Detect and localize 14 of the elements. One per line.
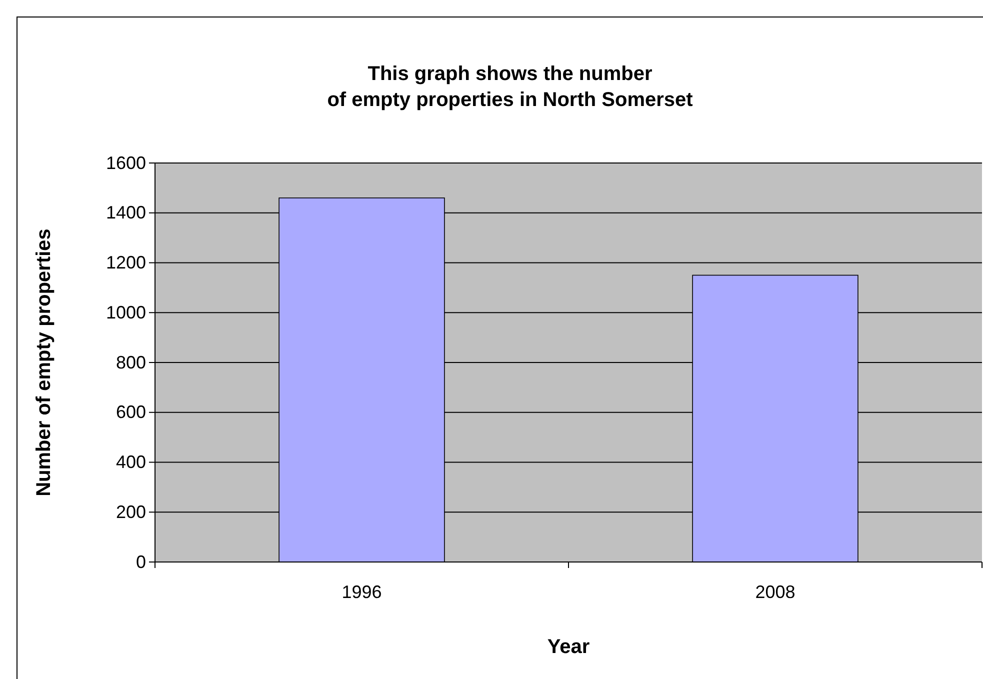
y-tick-label: 1200 [106, 252, 146, 273]
chart-title: This graph shows the number of empty properties in North Somerset [327, 63, 694, 111]
y-tick-label: 1600 [106, 152, 146, 173]
y-tick-label: 200 [116, 502, 146, 522]
y-tick-label: 1000 [106, 302, 146, 322]
y-tick-label: 0 [136, 552, 146, 572]
y-tick-label: 1400 [106, 202, 146, 223]
x-tick-label: 1996 [342, 582, 382, 602]
x-axis-title: Year [547, 636, 590, 658]
y-tick-label: 800 [116, 352, 146, 372]
y-axis-title: Number of empty properties [33, 228, 55, 496]
y-tick-label: 400 [116, 452, 146, 472]
x-tick-label: 2008 [755, 582, 796, 602]
y-tick-label: 600 [116, 402, 146, 422]
